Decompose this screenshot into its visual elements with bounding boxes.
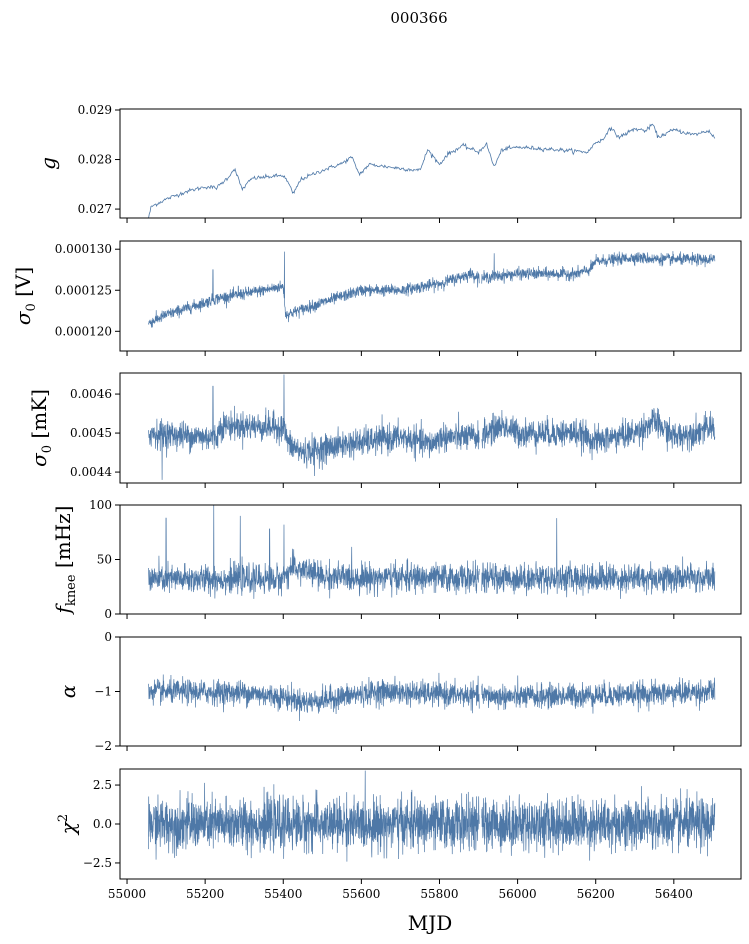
y-tick-label: −2 bbox=[94, 739, 112, 753]
y-tick-label: −1 bbox=[94, 685, 112, 699]
y-tick-label: 0.028 bbox=[78, 153, 112, 167]
y-tick-label: 0.0 bbox=[93, 817, 112, 831]
x-tick-label: 55800 bbox=[420, 887, 458, 901]
y-tick-label: 0 bbox=[104, 607, 112, 621]
panel-sigma0-volts: 0.000120 0.000125 0.000130 σ0 [V] bbox=[11, 240, 742, 356]
y-tick-label: 0.0046 bbox=[70, 387, 112, 401]
panel-chi2: 55000 55200 55400 55600 55800 56000 56200 56400… bbox=[56, 768, 742, 901]
y-axis-label-alpha: α bbox=[56, 684, 80, 698]
axes-frame bbox=[119, 372, 742, 484]
y-tick-label: 0.000125 bbox=[55, 283, 112, 297]
series-line-sigma0-volts bbox=[148, 251, 480, 328]
y-tick-label: 0.0044 bbox=[70, 465, 112, 479]
x-axis-label: MJD bbox=[408, 911, 453, 935]
axes-frame bbox=[119, 108, 742, 219]
x-tick-label: 55600 bbox=[342, 887, 380, 901]
series-line-fknee bbox=[481, 518, 716, 599]
y-axis-label-fknee: fknee [mHz] bbox=[51, 506, 79, 616]
y-tick-label: 50 bbox=[97, 553, 112, 567]
y-tick-label: 2.5 bbox=[93, 778, 112, 792]
x-tick-label: 56000 bbox=[499, 887, 537, 901]
y-tick-label: 0.0045 bbox=[70, 426, 112, 440]
panel-alpha: −2 −1 0 α bbox=[56, 630, 742, 753]
axes-frame bbox=[119, 636, 742, 747]
y-axis-label-sigma0-volts: σ0 [V] bbox=[11, 267, 39, 325]
axes-frame bbox=[119, 504, 742, 615]
y-tick-label: 0.027 bbox=[78, 202, 112, 216]
series-line-alpha bbox=[148, 672, 480, 722]
y-axis-label-g: g bbox=[36, 157, 60, 170]
x-tick-label: 56400 bbox=[655, 887, 693, 901]
series-line-alpha bbox=[481, 675, 716, 714]
series-line-g bbox=[148, 123, 716, 218]
x-tick-label: 55000 bbox=[108, 887, 146, 901]
series-line-sigma0-mk bbox=[148, 374, 480, 480]
panel-fknee: 0 50 100 fknee [mHz] bbox=[51, 498, 742, 621]
series-line-chi2 bbox=[481, 786, 716, 861]
panel-sigma0-mk: 0.0044 0.0045 0.0046 σ0 [mK] bbox=[27, 372, 742, 488]
y-tick-label: 0.000120 bbox=[55, 324, 112, 338]
series-line-sigma0-mk bbox=[481, 407, 716, 461]
x-tick-label: 55200 bbox=[186, 887, 224, 901]
y-tick-label: 0.000130 bbox=[55, 242, 112, 256]
x-tick-label: 56200 bbox=[577, 887, 615, 901]
x-tick-label: 55400 bbox=[264, 887, 302, 901]
series-line-chi2 bbox=[148, 770, 480, 862]
y-axis-label-sigma0-mk: σ0 [mK] bbox=[27, 389, 55, 467]
y-axis-label-chi2: χ2 bbox=[56, 814, 80, 836]
y-tick-label: 0 bbox=[104, 630, 112, 644]
y-tick-label: −2.5 bbox=[83, 856, 112, 870]
figure-title: 000366 bbox=[390, 9, 447, 27]
y-tick-label: 0.029 bbox=[78, 103, 112, 117]
series-line-sigma0-volts bbox=[481, 251, 716, 285]
panel-g: 0.027 0.028 0.029 g bbox=[36, 103, 742, 223]
series-line-fknee bbox=[148, 505, 480, 599]
y-tick-label: 100 bbox=[89, 498, 112, 512]
axes-frame bbox=[119, 240, 742, 352]
